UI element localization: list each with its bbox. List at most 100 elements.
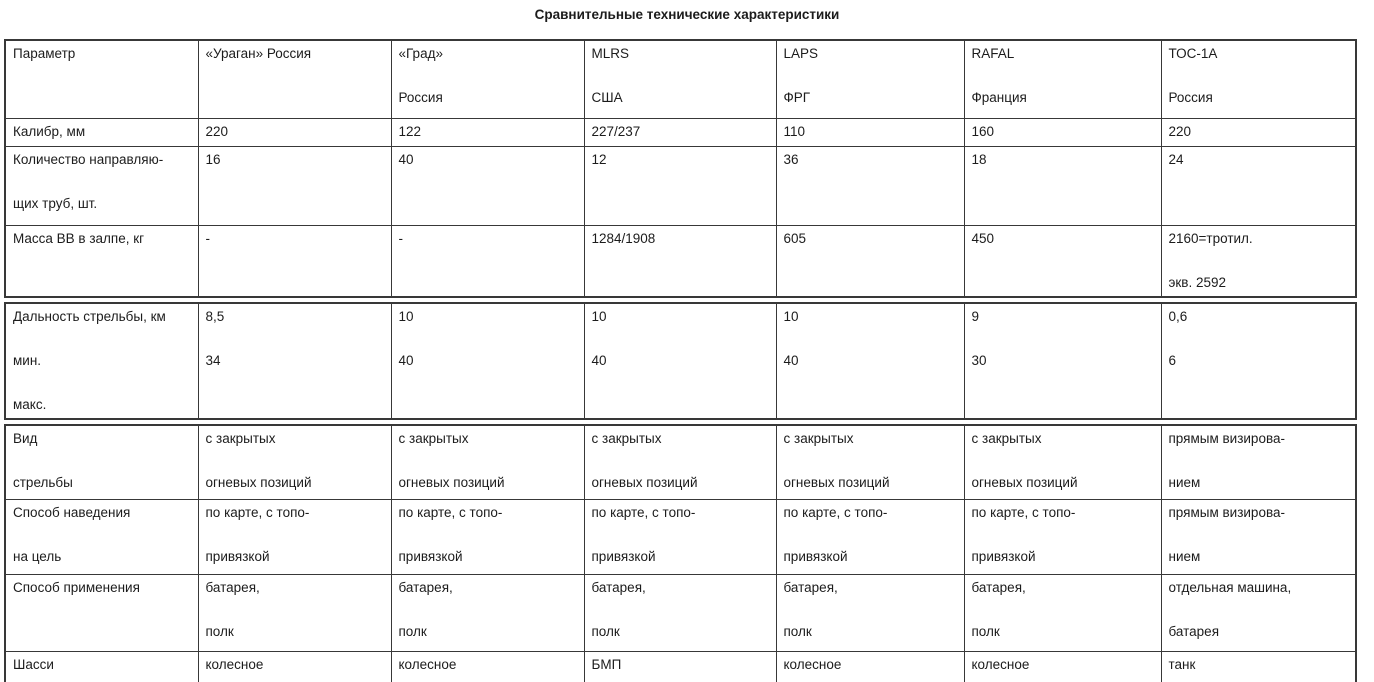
table-section-2: Вид стрельбы с закрытых огневых позиций с за… bbox=[4, 423, 1357, 682]
value-cell: с закрытых огневых позиций bbox=[197, 424, 392, 500]
header-cell: LAPS ФРГ bbox=[775, 39, 965, 119]
cell-line: 12 bbox=[591, 151, 607, 167]
cell-line: полк bbox=[783, 624, 812, 639]
comparison-table: Параметр «Ураган» Россия «Град» Россия MLRS С… bbox=[0, 39, 1374, 682]
value-cell: - bbox=[390, 224, 585, 297]
cell-line: ФРГ bbox=[783, 90, 811, 105]
cell-line: Количество направляю- bbox=[13, 151, 164, 167]
header-cell: «Град» Россия bbox=[390, 39, 585, 119]
cell-line: огневых позиций bbox=[398, 474, 505, 490]
table-section-1: Дальность стрельбы, км мин. макс. 8,5 34 10 40… bbox=[4, 301, 1357, 420]
value-cell: по карте, с топо-привязкой bbox=[775, 499, 965, 575]
page-title: Сравнительные технические характеристики bbox=[534, 7, 840, 22]
cell-line: щих труб, шт. bbox=[13, 195, 98, 211]
cell-line: 18 bbox=[971, 151, 987, 167]
cell-line: с закрытых bbox=[398, 430, 469, 446]
cell-line: 9 bbox=[971, 308, 980, 324]
cell-line: 160 bbox=[971, 123, 995, 139]
cell-line: колесное bbox=[398, 657, 457, 672]
value-cell: отдельная машина, батарея bbox=[1160, 574, 1357, 652]
cell-line: RAFAL bbox=[971, 46, 1015, 61]
value-cell: танк bbox=[1160, 651, 1357, 682]
value-cell: колесное bbox=[963, 651, 1162, 682]
value-cell: 40 bbox=[390, 145, 585, 226]
value-cell: батарея, полк bbox=[197, 574, 392, 652]
cell-line: с закрытых bbox=[783, 430, 854, 446]
cell-line: огневых позиций bbox=[783, 474, 890, 490]
value-cell: по карте, с топо-привязкой bbox=[963, 499, 1162, 575]
value-cell: колесное bbox=[390, 651, 585, 682]
cell-line: 450 bbox=[971, 230, 995, 246]
cell-line: 36 bbox=[783, 151, 799, 167]
table-row: Дальность стрельбы, км мин. макс. 8,5 34 10 40… bbox=[4, 302, 1357, 419]
table-row: Способ применения батарея, полк батарея, пол… bbox=[4, 574, 1357, 652]
cell-line: Шасси bbox=[13, 657, 54, 672]
cell-line: батарея, bbox=[971, 580, 1026, 595]
header-cell: Параметр bbox=[4, 39, 199, 119]
cell-line: 122 bbox=[398, 123, 422, 139]
cell-line: по карте, с топо- bbox=[398, 505, 503, 520]
value-cell: 24 bbox=[1160, 145, 1357, 226]
value-cell: прямым визирова-нием bbox=[1160, 424, 1357, 500]
value-cell: БМП bbox=[583, 651, 777, 682]
value-cell: с закрытых огневых позиций bbox=[963, 424, 1162, 500]
cell-line: - bbox=[398, 230, 404, 246]
cell-line: нием bbox=[1168, 549, 1201, 564]
value-cell: 450 bbox=[963, 224, 1162, 297]
cell-line: огневых позиций bbox=[205, 474, 312, 490]
cell-line: Способ наведения bbox=[13, 505, 131, 520]
cell-line: MLRS bbox=[591, 46, 630, 61]
cell-line: 10 bbox=[783, 308, 799, 324]
value-cell: 227/237 bbox=[583, 117, 777, 147]
value-cell: 160 bbox=[963, 117, 1162, 147]
value-cell: 605 bbox=[775, 224, 965, 297]
param-cell: Шасси bbox=[4, 651, 199, 682]
cell-line: нием bbox=[1168, 474, 1201, 490]
cell-line: привязкой bbox=[783, 549, 848, 564]
cell-line: колесное bbox=[783, 657, 842, 672]
value-cell: с закрытых огневых позиций bbox=[775, 424, 965, 500]
table-row: Масса ВВ в залпе, кг - - 1284/1908 605 450 216… bbox=[4, 224, 1357, 297]
header-cell: ТОС-1А Россия bbox=[1160, 39, 1357, 119]
cell-line: 2160=тротил. bbox=[1168, 230, 1253, 246]
value-cell: 10 40 bbox=[583, 302, 777, 419]
cell-line: Способ применения bbox=[13, 580, 140, 595]
cell-line: отдельная машина, bbox=[1168, 580, 1292, 595]
value-cell: 9 30 bbox=[963, 302, 1162, 419]
value-cell: 220 bbox=[1160, 117, 1357, 147]
value-cell: с закрытых огневых позиций bbox=[390, 424, 585, 500]
value-cell: 10 40 bbox=[390, 302, 585, 419]
cell-line: танк bbox=[1168, 657, 1196, 672]
value-cell: 0,6 6 bbox=[1160, 302, 1357, 419]
cell-line: 40 bbox=[398, 352, 414, 368]
cell-line: LAPS bbox=[783, 46, 819, 61]
cell-line: Франция bbox=[971, 90, 1027, 105]
cell-line: Масса ВВ в залпе, кг bbox=[13, 230, 145, 246]
header-cell: «Ураган» Россия bbox=[197, 39, 392, 119]
cell-line: батарея, bbox=[205, 580, 260, 595]
param-cell: Способ применения bbox=[4, 574, 199, 652]
value-cell: 16 bbox=[197, 145, 392, 226]
cell-line: макс. bbox=[13, 396, 47, 412]
cell-line: 10 bbox=[591, 308, 607, 324]
param-cell: Калибр, мм bbox=[4, 117, 199, 147]
cell-line: прямым визирова- bbox=[1168, 505, 1285, 520]
cell-line: батарея bbox=[1168, 624, 1220, 639]
cell-line: 110 bbox=[783, 123, 806, 139]
value-cell: по карте, с топо-привязкой bbox=[197, 499, 392, 575]
cell-line: на цель bbox=[13, 549, 62, 564]
cell-line: 40 bbox=[783, 352, 799, 368]
value-cell: 18 bbox=[963, 145, 1162, 226]
header-row: Параметр «Ураган» Россия «Град» Россия MLRS С… bbox=[4, 39, 1357, 119]
cell-line: ТОС-1А bbox=[1168, 46, 1218, 61]
cell-line: США bbox=[591, 90, 623, 105]
cell-line: Параметр bbox=[13, 46, 76, 61]
value-cell: 12 bbox=[583, 145, 777, 226]
cell-line: - bbox=[205, 230, 211, 246]
cell-line: колесное bbox=[971, 657, 1030, 672]
value-cell: 110 bbox=[775, 117, 965, 147]
table-row: Шасси колесное колесное БМП колесное колесное… bbox=[4, 651, 1357, 682]
cell-line: 227/237 bbox=[591, 123, 641, 139]
cell-line: привязкой bbox=[971, 549, 1036, 564]
cell-line: 605 bbox=[783, 230, 807, 246]
